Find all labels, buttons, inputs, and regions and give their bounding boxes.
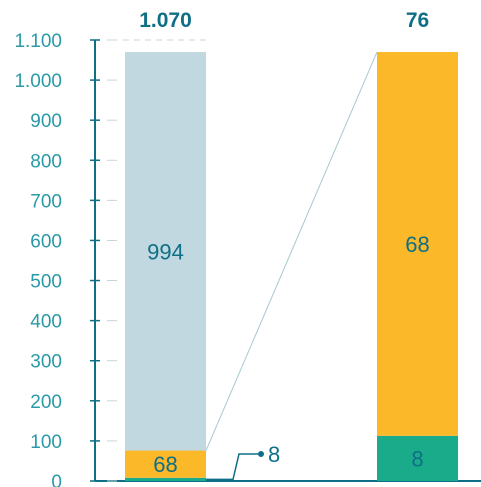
y-tick-label: 600 [30, 231, 62, 252]
callout-dot [258, 451, 264, 457]
bars [125, 52, 458, 481]
y-tick-label: 500 [30, 272, 62, 293]
bar-segment [125, 450, 206, 478]
bar-segment [377, 435, 458, 481]
y-tick-label: 1.000 [14, 71, 62, 92]
y-tick-label: 0 [51, 472, 62, 487]
segment-label: 68 [153, 452, 177, 477]
segment-label: 8 [411, 446, 423, 471]
bar-segment [125, 477, 206, 481]
y-tick-label: 200 [30, 392, 62, 413]
segment-label: 994 [147, 239, 184, 264]
y-tick-label: 700 [30, 191, 62, 212]
callout-label: 8 [268, 442, 280, 467]
bar-total-label: 1.070 [139, 9, 192, 32]
bar-segment [377, 52, 458, 436]
y-tick-label: 300 [30, 352, 62, 373]
labels: 8 68 994 1.070 8 68 76 [139, 9, 430, 481]
callout-line [206, 453, 261, 481]
y-tick-label: 1.100 [14, 31, 62, 52]
segment-label: 68 [405, 232, 429, 257]
y-tick-label: 100 [30, 432, 62, 453]
y-tick-label: 400 [30, 312, 62, 333]
bar-total-label: 76 [406, 9, 429, 32]
y-tick-label: 900 [30, 111, 62, 132]
y-axis: 0 100 200 300 400 500 600 700 800 900 1.000 1.100 [14, 31, 481, 487]
y-tick-label: 800 [30, 151, 62, 172]
bar-segment [125, 52, 206, 451]
zoom-connectors [205, 51, 378, 451]
zoom-connector-line [205, 51, 378, 451]
